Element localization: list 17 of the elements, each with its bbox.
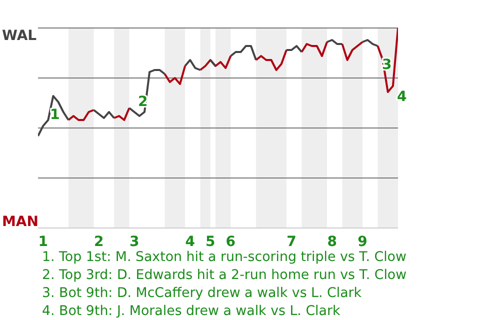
- x-tick-label: 5: [206, 234, 216, 250]
- text: 1. Top 1st: M. Saxton hit a run-scoring triple vs T. Clow: [42, 249, 408, 267]
- annotation: MAN: [2, 214, 38, 230]
- text: 3. Bot 9th: D. McCaffery drew a walk vs L. Clark: [42, 285, 363, 303]
- text: 2. Top 3rd: D. Edwards hit a 2-run home run vs T. Clow: [42, 267, 408, 285]
- x-tick-label: 1: [38, 234, 48, 250]
- x-tick-label: 4: [185, 234, 196, 250]
- x-tick-label: 6: [226, 234, 236, 250]
- x-tick-label: 7: [286, 234, 296, 250]
- x-tick-label: 3: [129, 234, 140, 250]
- annotation: 4: [397, 89, 407, 105]
- x-tick-label: 9: [358, 234, 368, 250]
- text: WAL: [2, 28, 37, 44]
- x-tick-label: 2: [94, 234, 104, 250]
- annotation: 1: [50, 107, 60, 123]
- text: 4. Bot 9th: J. Morales drew a walk vs L. Clark: [42, 303, 342, 320]
- x-tick-label: 8: [327, 234, 337, 250]
